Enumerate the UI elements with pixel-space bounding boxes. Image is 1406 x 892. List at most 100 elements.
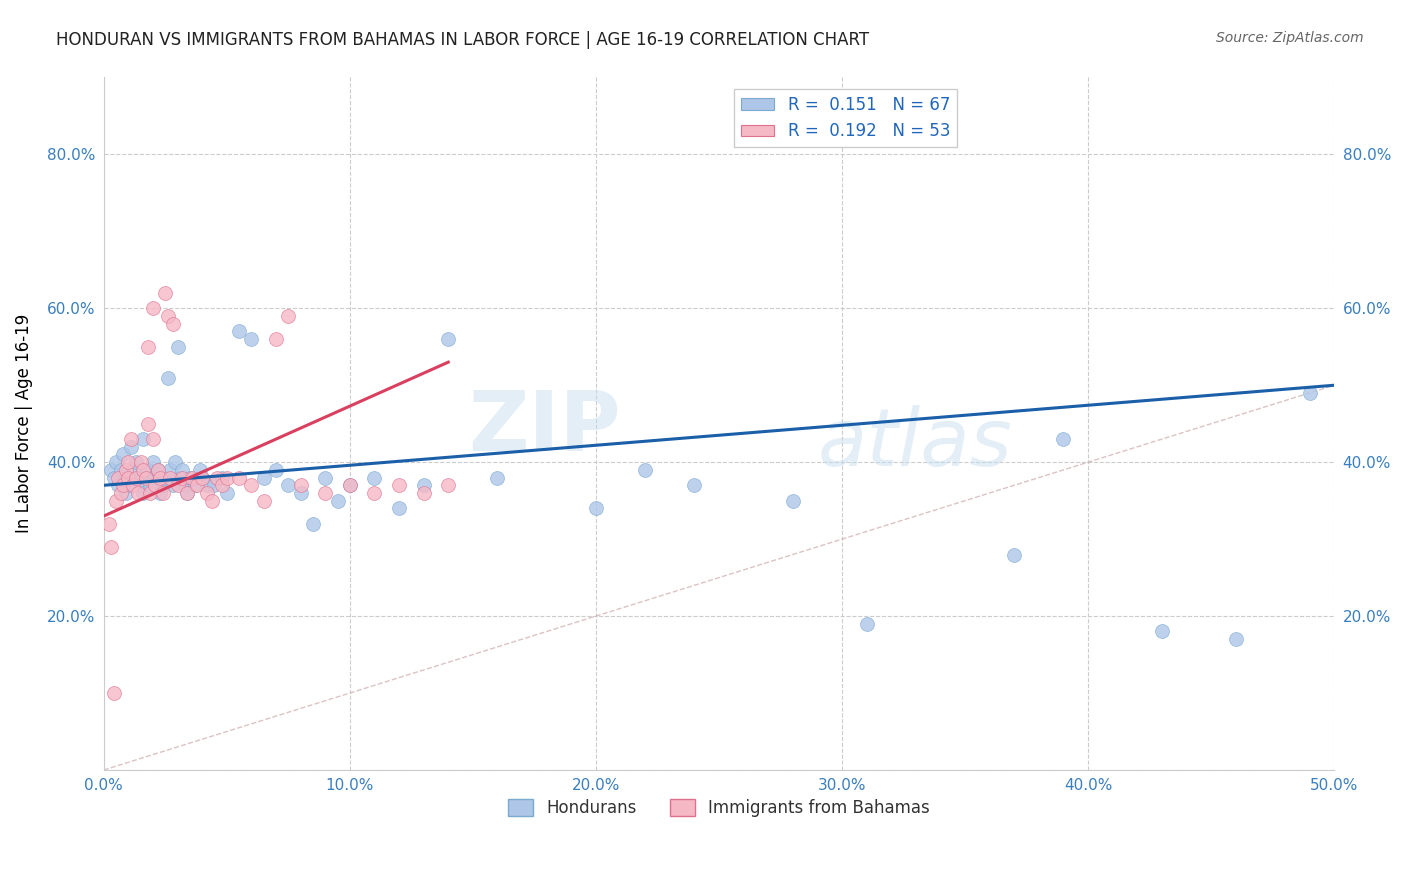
Point — [162, 317, 184, 331]
Point — [228, 470, 250, 484]
Point — [176, 486, 198, 500]
Point — [211, 470, 233, 484]
Point — [159, 470, 181, 484]
Point — [136, 340, 159, 354]
Point — [412, 478, 434, 492]
Point — [412, 486, 434, 500]
Point — [97, 516, 120, 531]
Point — [174, 478, 197, 492]
Legend: Hondurans, Immigrants from Bahamas: Hondurans, Immigrants from Bahamas — [501, 792, 936, 824]
Point — [186, 478, 208, 492]
Point — [149, 486, 172, 500]
Point — [149, 470, 172, 484]
Point — [215, 486, 238, 500]
Point — [110, 486, 132, 500]
Point — [117, 470, 139, 484]
Text: atlas: atlas — [817, 406, 1012, 483]
Point — [100, 463, 122, 477]
Point — [176, 486, 198, 500]
Point — [162, 478, 184, 492]
Point — [169, 470, 191, 484]
Point — [363, 470, 385, 484]
Point — [110, 463, 132, 477]
Point — [122, 478, 145, 492]
Point — [112, 478, 135, 492]
Point — [290, 478, 312, 492]
Point — [103, 686, 125, 700]
Point — [1298, 386, 1320, 401]
Point — [132, 486, 155, 500]
Point — [201, 493, 224, 508]
Point — [146, 463, 169, 477]
Text: ZIP: ZIP — [468, 386, 620, 467]
Text: Source: ZipAtlas.com: Source: ZipAtlas.com — [1216, 31, 1364, 45]
Point — [107, 470, 129, 484]
Point — [115, 486, 138, 500]
Point — [205, 470, 228, 484]
Point — [135, 470, 157, 484]
Point — [437, 478, 460, 492]
Point — [156, 309, 179, 323]
Point — [253, 493, 276, 508]
Point — [388, 478, 411, 492]
Point — [240, 478, 263, 492]
Point — [112, 448, 135, 462]
Point — [145, 478, 167, 492]
Point — [132, 463, 155, 477]
Point — [145, 470, 167, 484]
Point — [172, 463, 194, 477]
Point — [314, 470, 336, 484]
Point — [486, 470, 509, 484]
Point — [120, 440, 142, 454]
Point — [159, 463, 181, 477]
Point — [117, 470, 139, 484]
Point — [290, 486, 312, 500]
Point — [142, 432, 165, 446]
Point — [166, 478, 188, 492]
Point — [240, 332, 263, 346]
Point — [339, 478, 361, 492]
Point — [326, 493, 349, 508]
Point — [105, 455, 128, 469]
Point — [264, 332, 287, 346]
Point — [146, 463, 169, 477]
Point — [277, 478, 299, 492]
Point — [211, 478, 233, 492]
Point — [122, 463, 145, 477]
Point — [302, 516, 325, 531]
Point — [166, 340, 188, 354]
Point — [139, 478, 162, 492]
Point — [179, 470, 201, 484]
Point — [152, 486, 174, 500]
Point — [117, 455, 139, 469]
Point — [103, 470, 125, 484]
Point — [129, 455, 152, 469]
Point — [129, 478, 152, 492]
Point — [388, 501, 411, 516]
Point — [125, 470, 148, 484]
Point — [142, 455, 165, 469]
Point — [127, 486, 149, 500]
Point — [277, 309, 299, 323]
Point — [253, 470, 276, 484]
Point — [105, 493, 128, 508]
Point — [782, 493, 804, 508]
Point — [172, 470, 194, 484]
Point — [132, 432, 155, 446]
Point — [215, 470, 238, 484]
Y-axis label: In Labor Force | Age 16-19: In Labor Force | Age 16-19 — [15, 314, 32, 533]
Point — [314, 486, 336, 500]
Point — [1225, 632, 1247, 647]
Point — [139, 486, 162, 500]
Point — [204, 478, 226, 492]
Point — [1002, 548, 1025, 562]
Point — [155, 285, 177, 300]
Point — [120, 432, 142, 446]
Point — [1052, 432, 1074, 446]
Point — [165, 455, 187, 469]
Point — [339, 478, 361, 492]
Point — [437, 332, 460, 346]
Point — [264, 463, 287, 477]
Point — [195, 478, 218, 492]
Point — [135, 470, 157, 484]
